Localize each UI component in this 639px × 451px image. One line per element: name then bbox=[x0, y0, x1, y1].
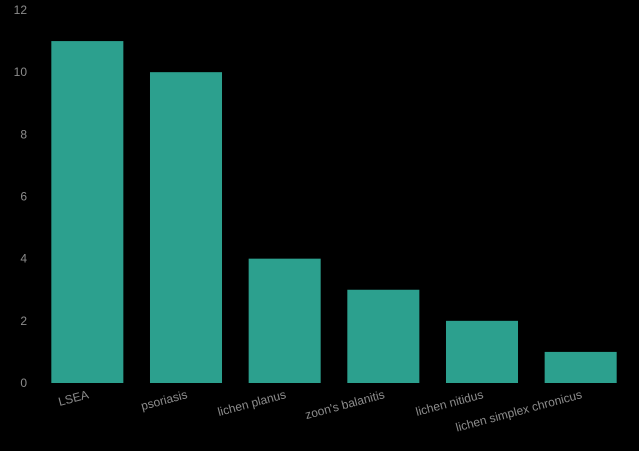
x-axis-labels: LSEA psoriasis lichen planus zoon's balanit… bbox=[57, 387, 584, 434]
x-category-label: lichen nitidus bbox=[414, 387, 485, 418]
x-category-label: psoriasis bbox=[139, 387, 188, 413]
x-category-label: LSEA bbox=[57, 387, 90, 408]
y-tick-label: 8 bbox=[20, 127, 27, 141]
bar-zoon-s-balanitis bbox=[347, 289, 420, 383]
bar-psoriasis bbox=[149, 72, 223, 384]
bar-lichen-nitidus bbox=[445, 320, 519, 383]
y-tick-label: 0 bbox=[20, 376, 27, 390]
y-tick-label: 6 bbox=[20, 190, 27, 204]
x-category-label: zoon's balanitis bbox=[304, 387, 387, 422]
y-tick-label: 12 bbox=[14, 3, 28, 17]
y-tick-label: 2 bbox=[20, 314, 27, 328]
y-tick-label: 4 bbox=[20, 252, 27, 266]
bar-lichen-simplex-chronicus bbox=[544, 351, 617, 383]
y-tick-label: 10 bbox=[14, 65, 28, 79]
bar-lsea bbox=[51, 41, 124, 383]
bars bbox=[51, 41, 617, 384]
bar-lichen-planus bbox=[248, 258, 321, 383]
x-category-label: lichen planus bbox=[216, 387, 287, 419]
y-axis-ticks: 0 2 4 6 8 10 12 bbox=[14, 3, 28, 390]
